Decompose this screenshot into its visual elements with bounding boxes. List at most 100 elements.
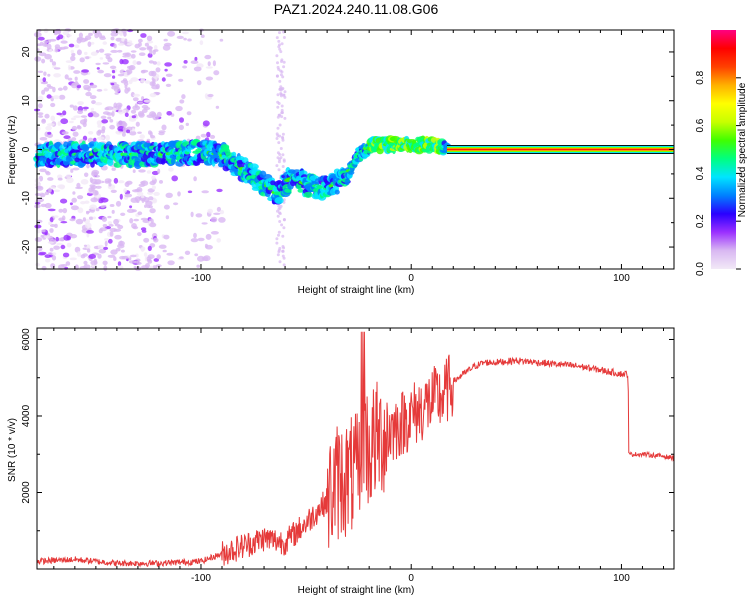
heatmap-speckle (168, 167, 174, 172)
heatmap-speckle (62, 85, 68, 91)
heatmap-y-tick-label: 10 (21, 95, 32, 107)
heatmap-speckle (111, 111, 115, 117)
heatmap-speckle (134, 103, 138, 108)
heatmap-speckle (50, 115, 56, 122)
colorbar-label: Normalized spectral amplitude (737, 82, 748, 217)
snr-y-tick-label: 6000 (21, 328, 32, 351)
heatmap-speckle (43, 71, 47, 76)
heatmap-speckle (74, 44, 80, 48)
heatmap-speckle (56, 242, 63, 246)
heatmap-speckle (105, 106, 114, 111)
heatmap-speckle (37, 95, 44, 102)
heatmap-speckle (92, 189, 98, 196)
heatmap-speckle (41, 265, 47, 271)
heatmap-speckle (282, 226, 286, 230)
heatmap-speckle (113, 256, 117, 262)
heatmap-speckle (135, 121, 140, 127)
heatmap-speckle (218, 217, 226, 223)
heatmap-speckle (279, 73, 283, 77)
heatmap-speckle (65, 261, 71, 266)
heatmap-ridge-blob (344, 178, 350, 186)
heatmap-speckle (151, 175, 156, 180)
heatmap-speckle (44, 235, 50, 239)
heatmap-speckle (141, 265, 149, 270)
heatmap-speckle (97, 124, 102, 128)
heatmap-speckle (107, 254, 116, 258)
heatmap-speckle (167, 30, 176, 37)
heatmap-speckle (136, 191, 144, 196)
heatmap-speckle (58, 94, 66, 100)
heatmap-speckle (275, 241, 279, 245)
heatmap-speckle (84, 172, 89, 178)
heatmap-speckle (60, 118, 69, 125)
colorbar-tick-label: 0.2 (695, 214, 706, 228)
colorbar-ticks: 0.0 0.2 0.4 0.6 0.8 (695, 70, 741, 276)
heatmap-speckle (43, 28, 49, 33)
heatmap-speckle (108, 224, 114, 227)
heatmap-speckle (193, 66, 202, 72)
heatmap-speckle (52, 95, 60, 100)
heatmap-speckle (138, 196, 142, 200)
heatmap-speckle (67, 64, 71, 71)
heatmap-speckle (149, 208, 156, 214)
heatmap-speckle (41, 229, 46, 233)
heatmap-speckle (283, 90, 287, 94)
heatmap-speckle (49, 224, 56, 227)
heatmap-speckle (41, 58, 46, 64)
heatmap-speckle (100, 129, 106, 134)
heatmap-speckle (84, 35, 92, 40)
heatmap-speckle (113, 43, 117, 49)
heatmap-speckle (185, 122, 189, 126)
heatmap-speckle (59, 47, 66, 50)
heatmap-speckle (53, 245, 60, 250)
heatmap-speckle (112, 75, 116, 79)
heatmap-speckle (276, 93, 280, 97)
heatmap-speckle (275, 74, 279, 78)
heatmap-speckle (91, 169, 100, 176)
heatmap-ridge-core (36, 152, 43, 157)
heatmap-speckle (280, 87, 284, 91)
heatmap-speckle (61, 264, 68, 267)
heatmap-speckle (184, 250, 191, 255)
heatmap-speckle (120, 212, 126, 216)
heatmap-speckle (133, 265, 137, 269)
heatmap-speckle (149, 222, 157, 228)
heatmap-speckle (90, 107, 95, 111)
heatmap-speckle (72, 105, 78, 111)
colorbar-tick-label: 0.4 (695, 166, 706, 180)
heatmap-speckle (67, 34, 72, 37)
heatmap-speckle (151, 185, 156, 190)
heatmap-speckle (93, 137, 97, 142)
heatmap-speckle (97, 136, 105, 141)
heatmap-speckle (75, 186, 83, 190)
heatmap-speckle (109, 204, 115, 207)
heatmap-speckle (119, 193, 123, 200)
heatmap-speckle (35, 186, 42, 189)
heatmap-speckle (140, 227, 147, 231)
heatmap-speckle (34, 224, 42, 229)
heatmap-speckle (163, 234, 170, 240)
heatmap-speckle (282, 218, 286, 222)
heatmap-speckle (63, 135, 71, 140)
heatmap-speckle (104, 53, 112, 56)
heatmap-speckle (62, 252, 70, 258)
heatmap-speckle (143, 99, 152, 103)
heatmap-speckle (70, 49, 75, 54)
heatmap-speckle (97, 244, 104, 250)
heatmap-speckle (97, 253, 102, 259)
heatmap-speckle (197, 237, 205, 242)
heatmap-speckle (140, 246, 145, 252)
heatmap-speckle (201, 256, 209, 261)
heatmap-speckle (144, 80, 151, 84)
heatmap-speckle (124, 112, 129, 118)
heatmap-speckle (110, 249, 118, 255)
heatmap-speckle (280, 115, 284, 119)
heatmap-ridge-core (273, 191, 280, 196)
heatmap-speckle (68, 43, 75, 48)
heatmap-speckle (60, 221, 68, 224)
heatmap-speckle (102, 224, 108, 228)
heatmap-speckle (70, 55, 76, 62)
heatmap-speckle (279, 94, 283, 98)
heatmap-speckle (279, 92, 283, 95)
